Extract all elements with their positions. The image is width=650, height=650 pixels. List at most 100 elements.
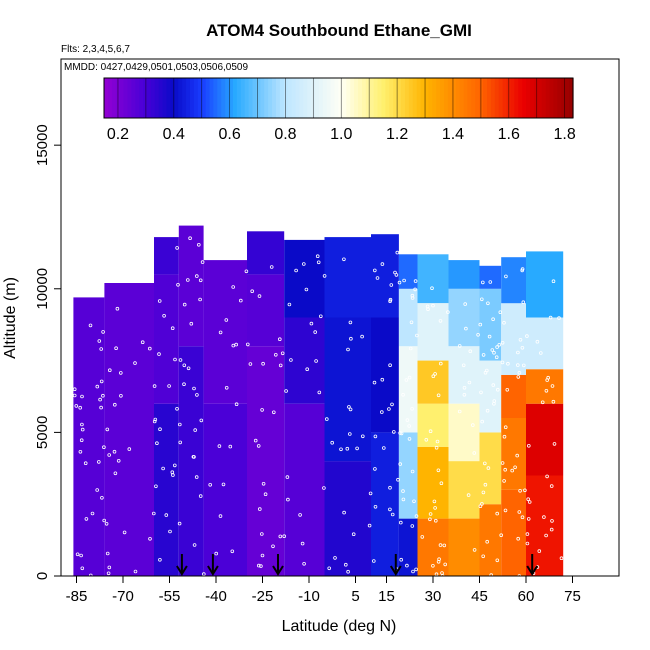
sample-point <box>173 357 177 362</box>
sample-point <box>559 556 564 560</box>
sample-point <box>230 549 235 554</box>
colorbar-swatch <box>350 78 355 118</box>
heatmap-cell <box>371 317 399 433</box>
sample-point <box>257 294 262 298</box>
sample-point <box>442 543 447 548</box>
sample-point <box>438 361 443 366</box>
colorbar-swatch <box>475 78 480 118</box>
x-axis-label: Latitude (deg N) <box>282 618 397 635</box>
sample-point <box>492 350 496 355</box>
sample-point <box>401 489 405 493</box>
colorbar-swatch <box>483 78 488 118</box>
sample-point <box>192 455 196 459</box>
sample-point <box>108 368 112 373</box>
sample-point <box>426 307 430 312</box>
colorbar-tick-label: 1.8 <box>554 126 576 143</box>
sample-point <box>498 310 503 315</box>
heatmap-cell <box>479 504 502 576</box>
colorbar-tick-label: 1.4 <box>442 126 464 143</box>
sample-point <box>99 405 103 410</box>
sample-point <box>327 566 332 571</box>
sample-point <box>194 475 199 479</box>
profile-arrow-head <box>526 565 539 576</box>
colorbar-swatch <box>397 78 402 118</box>
sample-point <box>80 566 85 571</box>
heatmap-cell <box>417 303 449 361</box>
sample-point <box>490 348 495 352</box>
sample-point <box>105 427 110 432</box>
sample-point <box>410 469 415 474</box>
sample-point <box>99 379 104 384</box>
sample-point <box>324 417 329 421</box>
sample-point <box>431 374 436 379</box>
heatmap-cell <box>398 288 418 347</box>
colorbar-swatch <box>408 78 414 118</box>
sample-point <box>398 462 403 466</box>
colorbar-swatch <box>252 78 258 118</box>
heatmap-cell <box>178 346 204 576</box>
colorbar-swatch <box>158 78 164 118</box>
heatmap-cell <box>203 403 247 576</box>
colorbar-swatch <box>432 78 437 118</box>
sample-point <box>157 299 162 303</box>
sample-point <box>315 254 320 259</box>
sample-point <box>521 300 526 305</box>
heatmap-cell <box>203 260 247 404</box>
colorbar-swatch <box>498 78 504 118</box>
colorbar-swatch <box>502 78 508 118</box>
sample-point <box>260 408 264 412</box>
sample-point <box>345 446 350 451</box>
sample-point <box>313 330 318 334</box>
sample-point <box>407 375 412 380</box>
sample-point <box>478 322 483 327</box>
sample-point <box>259 532 264 536</box>
sample-point <box>537 549 542 553</box>
sample-point <box>548 315 553 320</box>
sample-point <box>302 561 306 566</box>
colorbar-swatch <box>389 78 394 118</box>
sample-point <box>231 285 236 289</box>
sample-point <box>154 484 158 489</box>
colorbar-swatch <box>236 78 242 118</box>
colorbar-swatch <box>272 78 277 118</box>
sample-point <box>368 491 373 496</box>
colorbar-swatch <box>119 78 125 118</box>
colorbar-swatch <box>334 78 340 118</box>
colorbar-swatch <box>299 78 304 118</box>
sample-point <box>224 385 229 390</box>
sample-point <box>551 279 556 284</box>
heatmap-cell <box>526 369 564 404</box>
sample-point <box>486 466 491 470</box>
colorbar-swatch <box>510 78 515 118</box>
colorbar-swatch <box>275 78 281 118</box>
colorbar-swatch <box>322 78 328 118</box>
sample-point <box>387 407 391 411</box>
sample-point <box>479 297 484 302</box>
sample-point <box>467 380 472 385</box>
heatmap-cell <box>154 403 179 576</box>
sample-point <box>480 280 485 285</box>
sample-point <box>105 551 110 556</box>
sample-point <box>347 405 351 409</box>
profile-arrow-head <box>389 565 402 576</box>
sample-point <box>348 407 353 412</box>
sample-point <box>115 306 120 311</box>
sample-point <box>278 363 283 368</box>
sample-point <box>90 511 95 516</box>
sample-point <box>487 334 492 339</box>
colorbar-swatch <box>530 78 535 118</box>
heatmap-cell <box>417 518 449 576</box>
colorbar-swatch <box>135 78 140 118</box>
sample-point <box>333 556 337 560</box>
colorbar-swatch <box>537 78 543 118</box>
colorbar-swatch <box>342 78 347 118</box>
x-tick-label: -40 <box>205 588 227 605</box>
colorbar-swatch <box>225 78 230 118</box>
sample-point <box>483 482 488 487</box>
colorbar-swatch <box>518 78 523 118</box>
heatmap-cell <box>501 374 526 418</box>
sample-point <box>468 349 473 354</box>
heatmap-cell <box>501 418 526 490</box>
sample-point <box>175 406 179 411</box>
heatmap-cell <box>479 360 502 433</box>
